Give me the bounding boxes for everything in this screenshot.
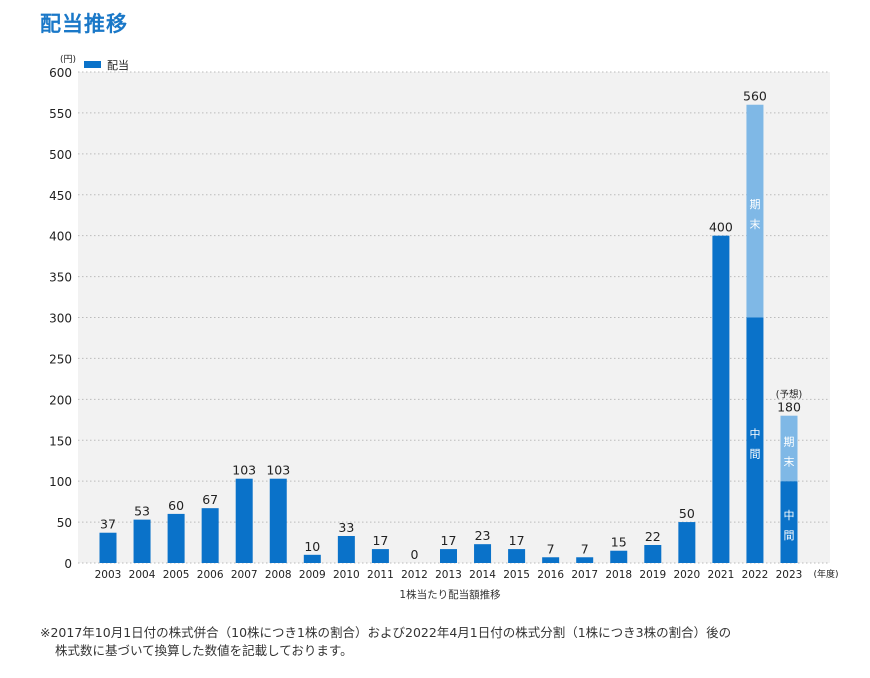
y-tick-label: 300 — [49, 312, 72, 326]
y-tick-label: 100 — [49, 475, 72, 489]
data-label: 400 — [709, 220, 733, 235]
x-tick-label: 2003 — [95, 569, 122, 581]
x-tick-label: 2015 — [503, 569, 530, 581]
x-tick-label: 2017 — [571, 569, 598, 581]
x-tick-label: 2014 — [469, 569, 496, 581]
bar — [440, 549, 457, 563]
data-label: 22 — [645, 529, 661, 544]
bar-segment-year-end — [746, 104, 764, 318]
x-tick-label: 2016 — [537, 569, 564, 581]
x-tick-label: 2018 — [605, 569, 632, 581]
x-tick-label: 2004 — [129, 569, 156, 581]
data-label: 17 — [372, 533, 388, 548]
y-tick-label: 250 — [49, 352, 72, 366]
bar-segment-interim — [780, 481, 798, 563]
segment-label: 末 — [749, 217, 760, 231]
bar — [508, 549, 526, 563]
data-label: 33 — [338, 520, 354, 535]
data-label: 15 — [611, 535, 627, 550]
bar-segment-year-end — [780, 415, 798, 482]
segment-label: 期 — [784, 435, 795, 448]
y-tick-label: 500 — [49, 148, 72, 162]
data-label: 103 — [266, 463, 290, 478]
x-tick-label: 2010 — [333, 569, 360, 581]
bar — [201, 508, 219, 563]
x-unit-label: (年度) — [813, 568, 838, 580]
footnote-line: ※2017年10月1日付の株式併合（10株につき1株の割合）および2022年4月… — [40, 625, 732, 640]
bar — [133, 519, 151, 563]
x-tick-label: 2009 — [299, 569, 326, 581]
footnote-line: 株式数に基づいて換算した数値を記載しております。 — [55, 643, 353, 658]
bar — [644, 544, 662, 563]
bar-segment-interim — [746, 317, 764, 563]
x-tick-label: 2005 — [163, 569, 190, 581]
footnote: ※2017年10月1日付の株式併合（10株につき1株の割合）および2022年4月… — [40, 624, 870, 660]
y-tick-label: 0 — [64, 557, 72, 571]
data-label: 37 — [100, 517, 116, 532]
data-label: 60 — [168, 498, 184, 513]
legend-swatch — [84, 61, 101, 68]
data-label: 67 — [202, 492, 218, 507]
data-label: 53 — [134, 504, 150, 519]
segment-label: 期 — [749, 198, 760, 211]
x-tick-label: 2020 — [673, 569, 700, 581]
bar — [371, 549, 389, 563]
segment-label: 間 — [784, 529, 795, 542]
bar — [576, 557, 594, 563]
data-label: 7 — [581, 541, 589, 556]
bar — [542, 557, 560, 563]
data-label: 10 — [304, 539, 320, 554]
x-tick-label: 2011 — [367, 569, 394, 581]
segment-label: 末 — [784, 454, 795, 468]
y-tick-label: 450 — [49, 189, 72, 203]
forecast-label: (予想) — [776, 389, 802, 401]
bar — [99, 532, 117, 563]
x-tick-label: 2023 — [776, 569, 803, 581]
data-label: 180 — [777, 400, 801, 415]
x-tick-label: 2008 — [265, 569, 292, 581]
bar — [337, 535, 355, 563]
section-title: 配当推移 — [40, 12, 128, 36]
bar — [474, 544, 492, 563]
x-axis-label: 1株当たり配当額推移 — [399, 588, 501, 601]
bar — [610, 550, 628, 563]
bar — [303, 554, 321, 563]
bar — [235, 478, 253, 563]
data-label: 23 — [475, 528, 491, 543]
y-tick-label: 50 — [57, 516, 72, 530]
segment-label: 中 — [784, 509, 795, 522]
y-unit-label: (円) — [60, 54, 76, 65]
segment-label: 間 — [749, 447, 760, 460]
x-tick-label: 2019 — [639, 569, 666, 581]
x-tick-label: 2022 — [742, 569, 769, 581]
segment-label: 中 — [749, 427, 760, 440]
data-label: 17 — [509, 533, 525, 548]
legend-label: 配当 — [107, 58, 129, 72]
x-tick-label: 2006 — [197, 569, 224, 581]
x-tick-label: 2012 — [401, 569, 428, 581]
data-label: 103 — [232, 463, 256, 478]
y-tick-label: 150 — [49, 434, 72, 448]
data-label: 0 — [410, 547, 418, 562]
bar — [678, 522, 696, 563]
y-tick-label: 200 — [49, 393, 72, 407]
y-tick-label: 550 — [49, 107, 72, 121]
data-label: 7 — [547, 541, 555, 556]
data-label: 17 — [441, 533, 457, 548]
y-tick-label: 400 — [49, 230, 72, 244]
x-tick-label: 2007 — [231, 569, 258, 581]
y-tick-label: 600 — [49, 66, 72, 80]
data-label: 560 — [743, 89, 767, 104]
data-label: 50 — [679, 506, 695, 521]
x-tick-label: 2021 — [708, 569, 735, 581]
bar — [167, 513, 185, 563]
bar — [712, 235, 730, 563]
y-tick-label: 350 — [49, 271, 72, 285]
bar — [269, 478, 287, 563]
x-tick-label: 2013 — [435, 569, 462, 581]
